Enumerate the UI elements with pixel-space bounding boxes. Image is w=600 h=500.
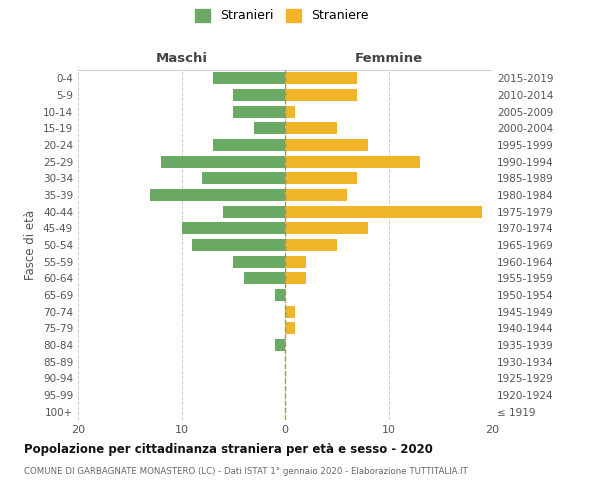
Bar [275,339,285,351]
Bar [285,256,306,268]
Bar [285,272,306,284]
Bar [275,289,285,301]
Y-axis label: Fasce di età: Fasce di età [25,210,37,280]
Bar [192,239,285,251]
Bar [223,206,285,218]
Bar [285,156,419,168]
Bar [285,122,337,134]
Bar [285,72,358,85]
Bar [285,89,358,101]
Bar [182,222,285,234]
Bar [285,206,482,218]
Bar [285,239,337,251]
Bar [285,306,295,318]
Bar [212,139,285,151]
Bar [233,106,285,118]
Bar [151,189,285,201]
Bar [285,222,368,234]
Bar [285,189,347,201]
Bar [233,256,285,268]
Text: COMUNE DI GARBAGNATE MONASTERO (LC) - Dati ISTAT 1° gennaio 2020 - Elaborazione : COMUNE DI GARBAGNATE MONASTERO (LC) - Da… [24,468,468,476]
Text: Femmine: Femmine [355,52,422,65]
Bar [244,272,285,284]
Bar [233,89,285,101]
Bar [202,172,285,184]
Legend: Stranieri, Straniere: Stranieri, Straniere [195,8,369,22]
Bar [285,106,295,118]
Bar [285,322,295,334]
Bar [285,172,358,184]
Text: Maschi: Maschi [155,52,208,65]
Bar [161,156,285,168]
Bar [212,72,285,85]
Bar [285,139,368,151]
Bar [254,122,285,134]
Text: Popolazione per cittadinanza straniera per età e sesso - 2020: Popolazione per cittadinanza straniera p… [24,442,433,456]
